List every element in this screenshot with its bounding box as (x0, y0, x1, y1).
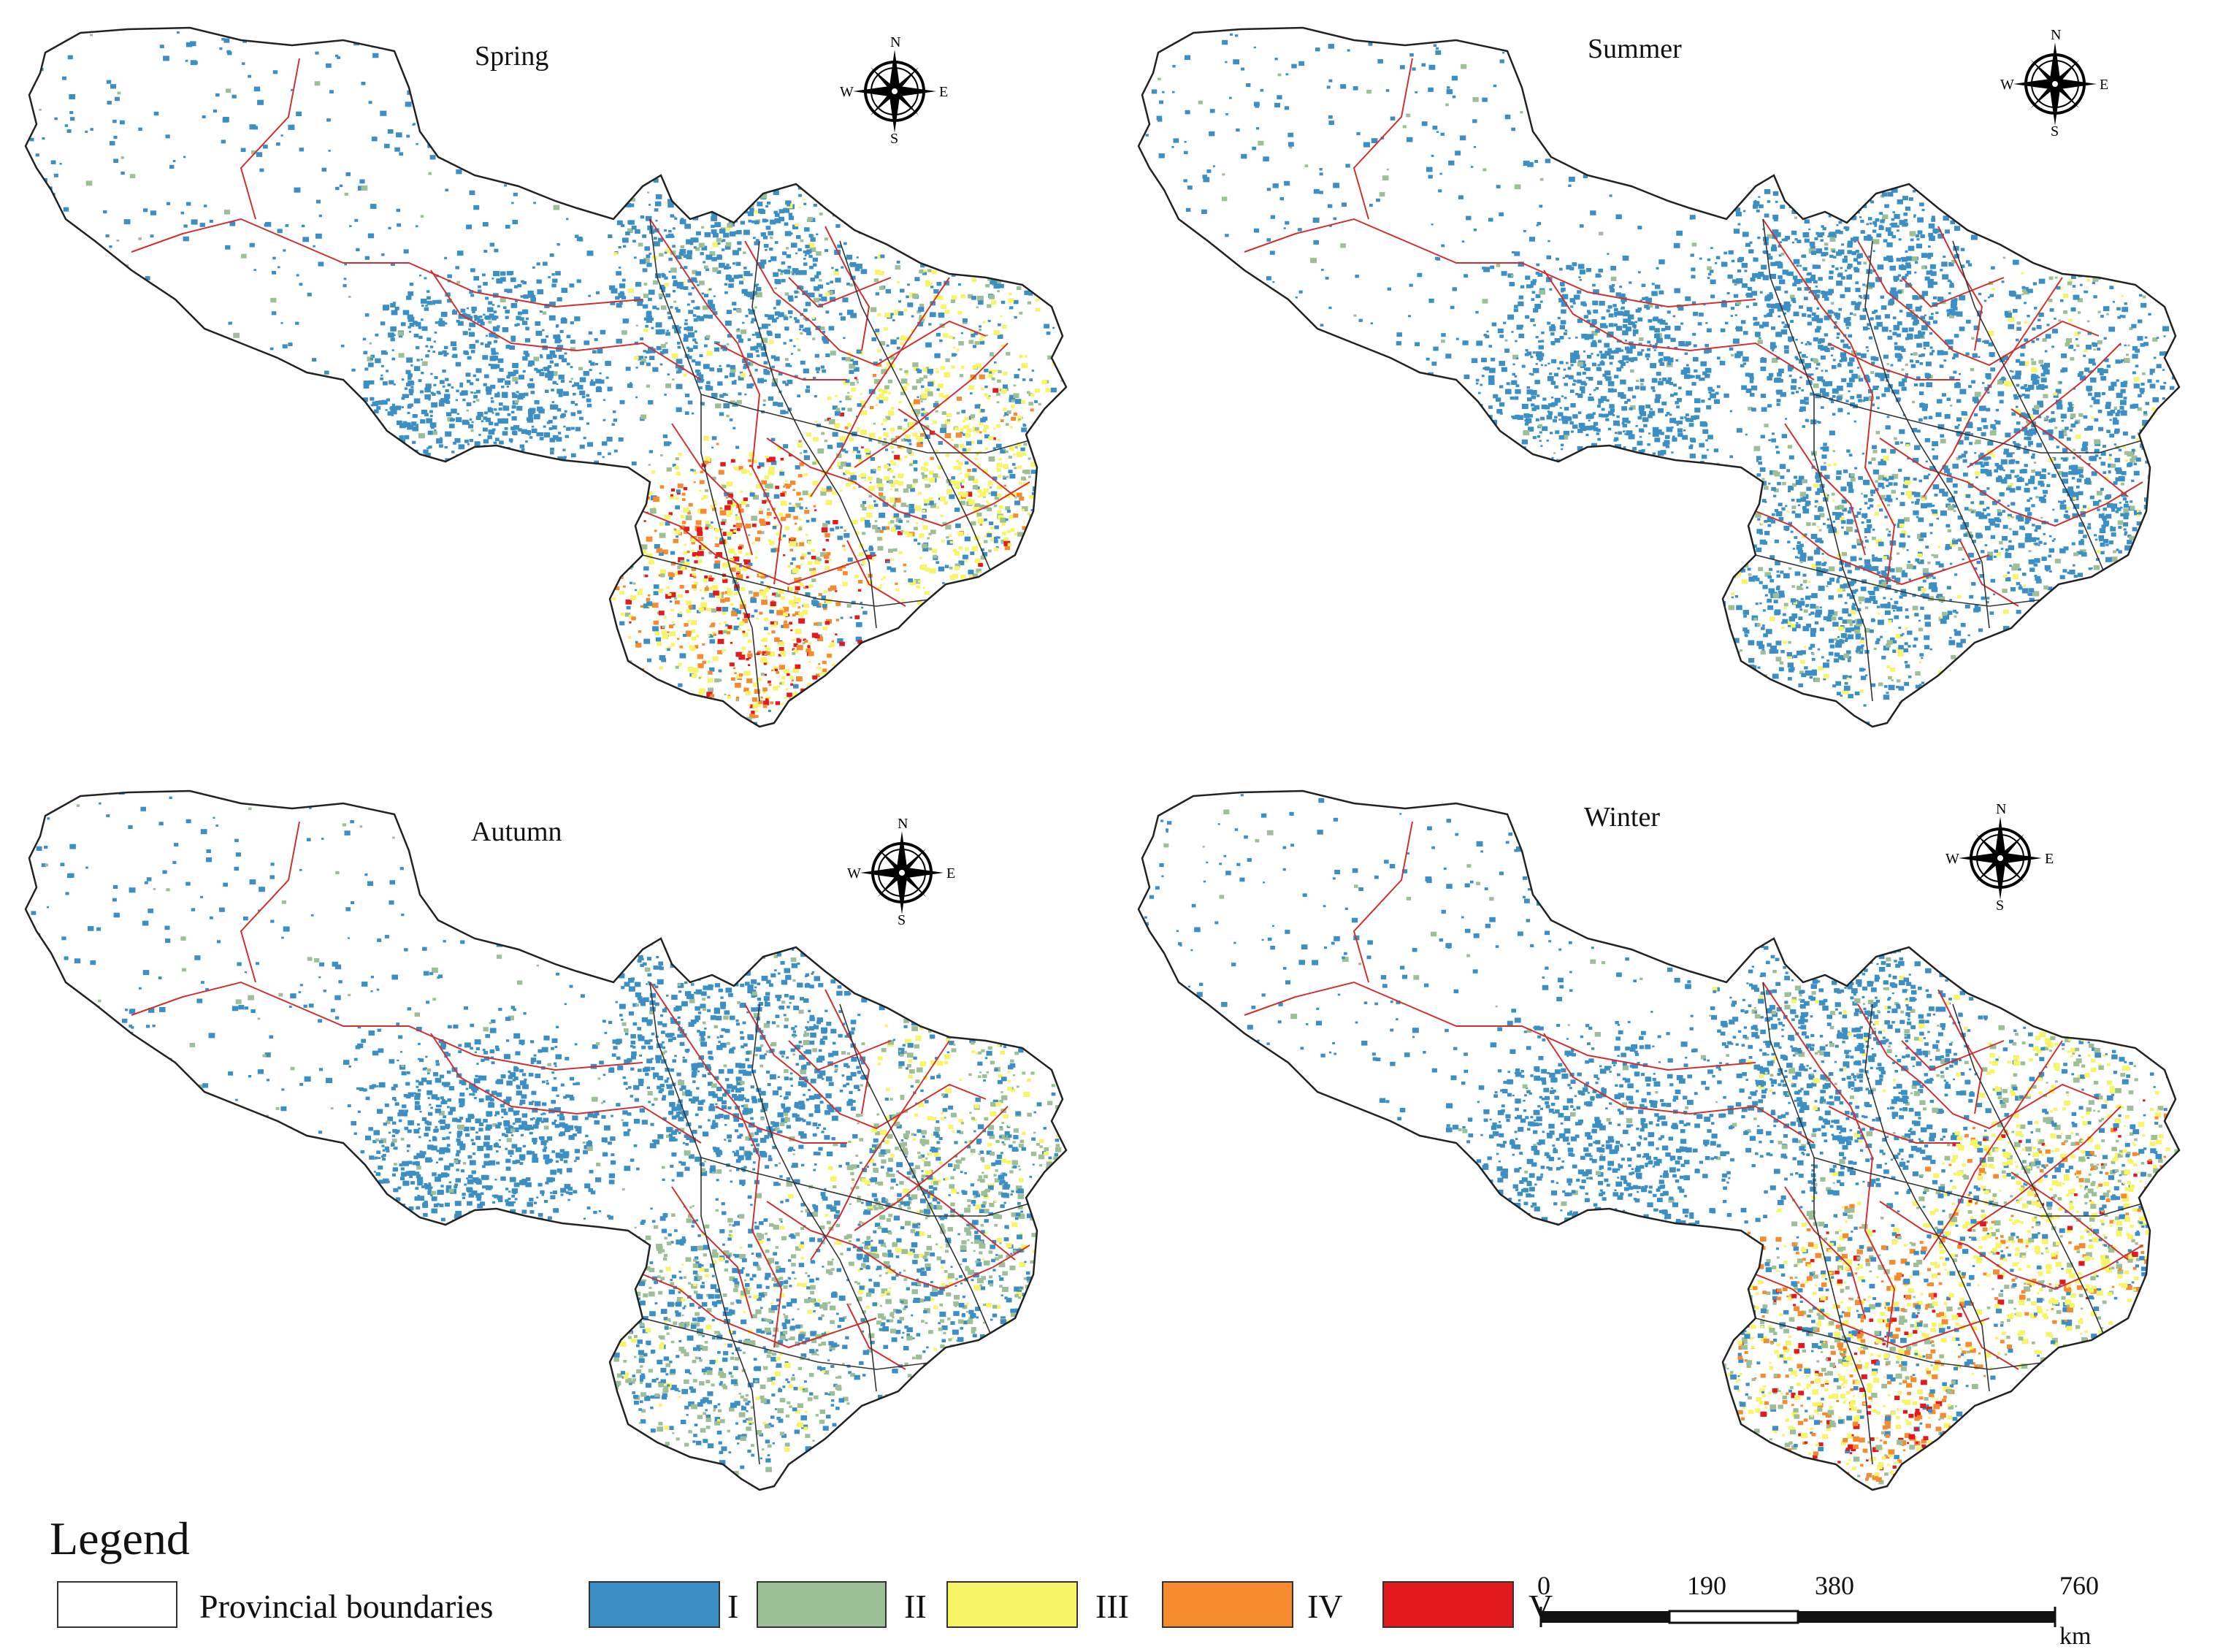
legend-label-class-4: IV (1307, 1587, 1343, 1626)
map-panel-autumn: Autumn N S W E (0, 763, 1110, 1523)
scale-tick-label: 380 (1815, 1570, 1854, 1601)
scale-tick-label: 760 (2059, 1570, 2099, 1601)
north-arrow-icon: N S W E (2000, 29, 2110, 139)
compass-label-w: W (847, 865, 861, 882)
compass-label-s: S (890, 131, 898, 146)
compass-label-n: N (890, 37, 900, 50)
map-panel-winter: Winter N S W E (1113, 763, 2223, 1523)
map-panel-summer: Summer N S W E (1113, 0, 2223, 760)
legend-swatch-class-2 (757, 1581, 887, 1628)
legend-title: Legend (50, 1512, 190, 1566)
compass-label-w: W (2000, 77, 2014, 93)
north-arrow-icon: N S W E (847, 818, 957, 928)
legend-label-provincial-boundaries: Provincial boundaries (199, 1587, 493, 1626)
compass-label-n: N (898, 818, 908, 832)
compass-label-w: W (1945, 851, 1959, 867)
scale-bar-graphic (1534, 1601, 2205, 1652)
map-winter (1113, 763, 2223, 1523)
compass-label-s: S (2051, 123, 2059, 139)
legend-swatch-class-3 (946, 1581, 1078, 1628)
compass-label-e: E (2100, 77, 2108, 93)
map-panel-spring: Spring N S W E (0, 0, 1110, 760)
scale-tick-label: 190 (1687, 1570, 1726, 1601)
compass-rose-icon: N S W E (2000, 29, 2110, 139)
panel-title-autumn: Autumn (471, 816, 562, 848)
panel-title-summer: Summer (1588, 33, 1682, 65)
panel-title-winter: Winter (1584, 801, 1660, 833)
compass-label-n: N (1996, 803, 2006, 817)
compass-rose-icon: N S W E (847, 818, 957, 928)
legend-label-class-3: III (1095, 1587, 1129, 1626)
compass-label-e: E (946, 865, 955, 882)
north-arrow-icon: N S W E (840, 37, 949, 146)
compass-label-e: E (2045, 851, 2054, 867)
compass-label-s: S (898, 912, 906, 928)
north-arrow-icon: N S W E (1945, 803, 2055, 913)
scale-bar: 0 190 380 760 km (1534, 1570, 2205, 1651)
legend-swatch-class-5 (1382, 1581, 1514, 1628)
scale-unit-label: km (2059, 1623, 2091, 1651)
compass-rose-icon: N S W E (840, 37, 949, 146)
compass-rose-icon: N S W E (1945, 803, 2055, 913)
legend-label-class-2: II (904, 1587, 927, 1626)
compass-label-s: S (1996, 898, 2004, 913)
scale-tick-label: 0 (1537, 1570, 1550, 1601)
legend-swatch-class-1 (589, 1581, 720, 1628)
panel-title-spring: Spring (475, 40, 548, 72)
compass-label-n: N (2051, 29, 2061, 43)
compass-label-w: W (840, 84, 854, 100)
compass-label-e: E (939, 84, 948, 100)
legend-swatch-class-4 (1162, 1581, 1293, 1628)
legend-swatch-provincial-boundaries (57, 1581, 177, 1628)
legend-label-class-1: I (727, 1587, 738, 1626)
